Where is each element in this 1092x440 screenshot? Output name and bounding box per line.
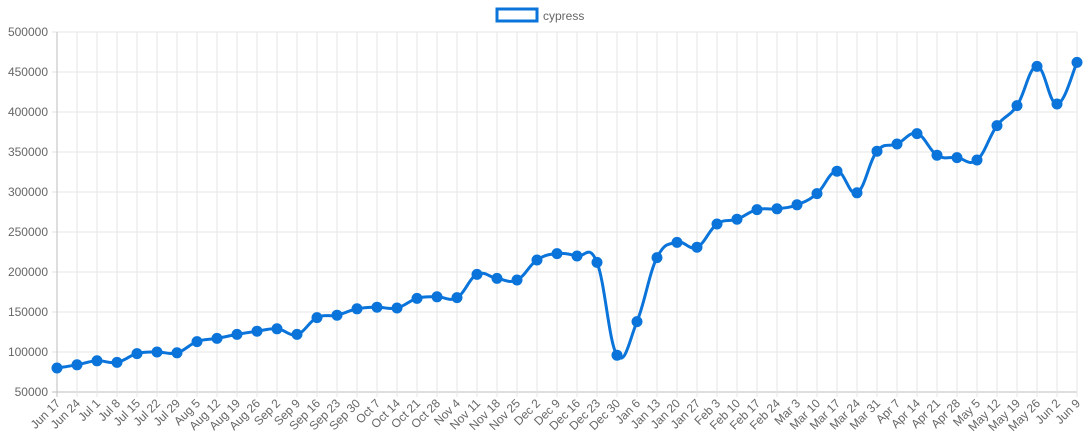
data-point[interactable] bbox=[1031, 60, 1043, 72]
data-point[interactable] bbox=[511, 274, 523, 286]
data-point[interactable] bbox=[151, 346, 163, 358]
data-point[interactable] bbox=[91, 355, 103, 367]
data-point[interactable] bbox=[951, 152, 963, 164]
data-point[interactable] bbox=[471, 268, 483, 280]
data-point[interactable] bbox=[311, 312, 323, 324]
data-point[interactable] bbox=[731, 213, 743, 225]
legend-swatch bbox=[495, 7, 539, 23]
y-tick-label: 100000 bbox=[8, 345, 48, 359]
data-point[interactable] bbox=[451, 292, 463, 304]
data-point[interactable] bbox=[371, 301, 383, 313]
data-point[interactable] bbox=[751, 204, 763, 216]
data-point[interactable] bbox=[631, 316, 643, 328]
data-point[interactable] bbox=[651, 252, 663, 264]
data-point[interactable] bbox=[571, 250, 583, 262]
y-tick-label: 200000 bbox=[8, 265, 48, 279]
data-point[interactable] bbox=[191, 336, 203, 348]
data-point[interactable] bbox=[391, 302, 403, 314]
y-axis-ticks: 50000 100000 150000 200000 250000 300000 35000… bbox=[8, 25, 48, 399]
data-point[interactable] bbox=[1051, 98, 1063, 110]
grid bbox=[52, 31, 1078, 397]
data-point[interactable] bbox=[51, 362, 63, 374]
data-point[interactable] bbox=[291, 328, 303, 340]
data-point[interactable] bbox=[551, 248, 563, 260]
y-tick-label: 450000 bbox=[8, 65, 48, 79]
data-point[interactable] bbox=[591, 256, 603, 268]
data-point[interactable] bbox=[131, 348, 143, 360]
data-point[interactable] bbox=[791, 199, 803, 211]
data-point[interactable] bbox=[911, 128, 923, 140]
data-point[interactable] bbox=[171, 347, 183, 359]
data-point[interactable] bbox=[971, 154, 983, 166]
legend[interactable]: cypress bbox=[495, 7, 584, 23]
data-point[interactable] bbox=[251, 325, 263, 337]
data-point[interactable] bbox=[351, 303, 363, 315]
data-point[interactable] bbox=[331, 309, 343, 321]
data-point[interactable] bbox=[491, 272, 503, 284]
y-tick-label: 350000 bbox=[8, 145, 48, 159]
data-point[interactable] bbox=[231, 328, 243, 340]
data-point[interactable] bbox=[411, 292, 423, 304]
data-point[interactable] bbox=[711, 218, 723, 230]
data-point[interactable] bbox=[111, 356, 123, 368]
data-point[interactable] bbox=[851, 187, 863, 199]
data-point[interactable] bbox=[431, 291, 443, 303]
y-tick-label: 500000 bbox=[8, 25, 48, 39]
series-line-cypress bbox=[56, 61, 1079, 370]
data-point[interactable] bbox=[811, 188, 823, 200]
y-tick-label: 250000 bbox=[8, 225, 48, 239]
data-point[interactable] bbox=[271, 323, 283, 335]
data-point[interactable] bbox=[1071, 56, 1083, 68]
y-tick-label: 50000 bbox=[15, 385, 49, 399]
data-point[interactable] bbox=[931, 149, 943, 161]
data-point[interactable] bbox=[831, 165, 843, 177]
y-tick-label: 400000 bbox=[8, 105, 48, 119]
data-point[interactable] bbox=[691, 241, 703, 253]
legend-label: cypress bbox=[543, 9, 584, 23]
data-point[interactable] bbox=[671, 236, 683, 248]
y-tick-label: 150000 bbox=[8, 305, 48, 319]
data-point[interactable] bbox=[871, 145, 883, 157]
data-point[interactable] bbox=[611, 349, 623, 361]
data-points bbox=[51, 56, 1083, 374]
data-point[interactable] bbox=[991, 120, 1003, 132]
data-point[interactable] bbox=[771, 203, 783, 215]
data-point[interactable] bbox=[211, 332, 223, 344]
data-point[interactable] bbox=[1011, 100, 1023, 112]
data-point[interactable] bbox=[71, 359, 83, 371]
y-tick-label: 300000 bbox=[8, 185, 48, 199]
data-point[interactable] bbox=[531, 254, 543, 266]
data-point[interactable] bbox=[891, 138, 903, 150]
